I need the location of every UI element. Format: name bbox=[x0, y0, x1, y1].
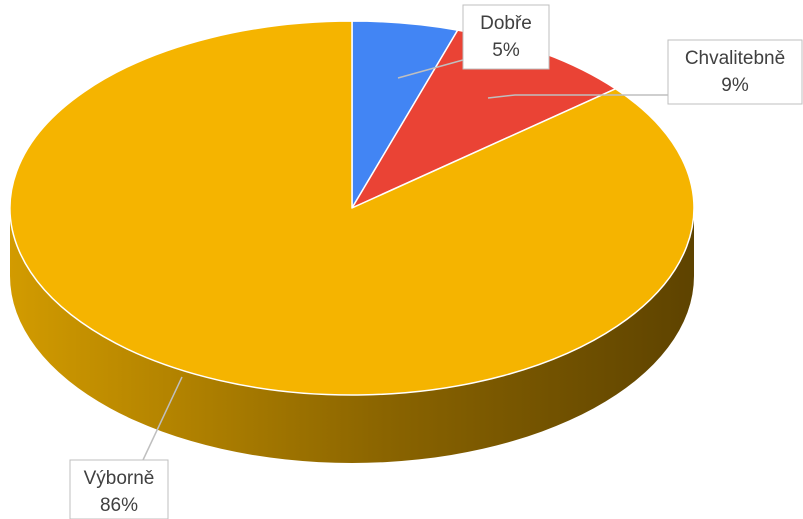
leader-line-vyborne bbox=[142, 376, 183, 461]
data-label-box-dobre bbox=[462, 4, 550, 70]
data-label-percent-dobre: 5% bbox=[492, 40, 520, 61]
leader-line-chvalitebne bbox=[487, 94, 668, 99]
data-labels: Dobře 5% Chvalitebně 9% Výborně 86% bbox=[69, 4, 803, 519]
data-label-category-chvalitebne: Chvalitebně bbox=[685, 48, 785, 69]
pie-side-vyborne bbox=[10, 208, 694, 463]
pie-slice-vyborne bbox=[9, 20, 695, 396]
data-label-box-chvalitebne bbox=[667, 39, 803, 105]
pie-top-face bbox=[9, 20, 695, 396]
leader-line-dobre bbox=[397, 59, 464, 79]
data-label-box-vyborne bbox=[69, 459, 169, 519]
pie-side-wall bbox=[10, 208, 694, 463]
data-label-percent-vyborne: 86% bbox=[100, 495, 138, 516]
data-label-category-dobre: Dobře bbox=[480, 13, 532, 34]
data-label-category-vyborne: Výborně bbox=[84, 468, 155, 489]
data-label-percent-chvalitebne: 9% bbox=[721, 75, 749, 96]
